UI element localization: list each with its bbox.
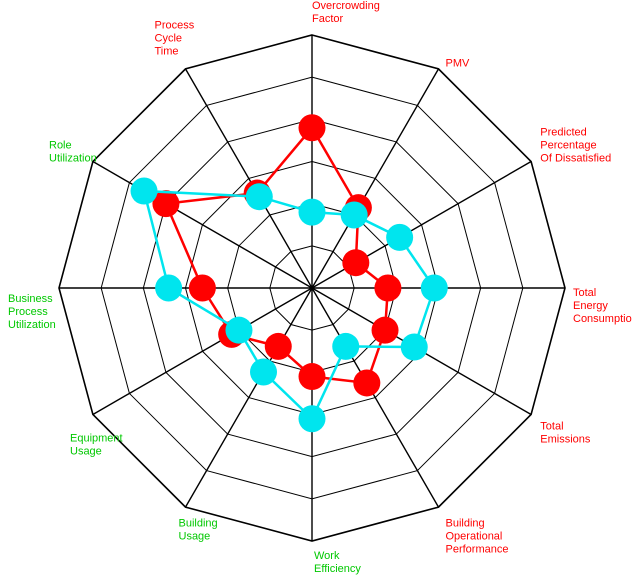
axis-label-line: Operational xyxy=(446,530,503,542)
axis-label-line: Utilization xyxy=(8,319,56,331)
axis-label: Building Usage xyxy=(179,517,218,542)
data-point xyxy=(130,177,158,205)
data-point xyxy=(371,316,399,344)
axis-label-line: Work xyxy=(314,550,340,562)
axis-spoke xyxy=(184,68,313,289)
grid-layer xyxy=(58,34,566,542)
axis-label-line: Role xyxy=(49,140,72,152)
axis-label-line: Total xyxy=(540,421,563,433)
axis-label-line: Performance xyxy=(446,543,509,555)
axis-label: Building Operational Performance xyxy=(446,517,509,555)
series-cyan xyxy=(130,177,448,433)
axis-label: Business Process Utilization xyxy=(8,293,56,331)
axis-label: PMV xyxy=(446,58,471,70)
data-point xyxy=(353,369,381,397)
axis-label-line: Building xyxy=(446,517,485,529)
series-layer xyxy=(130,114,448,433)
data-point xyxy=(264,332,292,360)
axis-label-line: Usage xyxy=(70,446,102,458)
axis-label-line: Percentage xyxy=(540,140,596,152)
axis-label-line: Consumption xyxy=(573,313,632,325)
data-point xyxy=(342,249,370,277)
data-point xyxy=(298,198,326,226)
data-point xyxy=(374,274,402,302)
axis-label-line: Time xyxy=(155,46,179,58)
series-line xyxy=(142,189,436,421)
data-point xyxy=(400,333,428,361)
data-point xyxy=(298,405,326,433)
data-point xyxy=(225,316,253,344)
axis-label-line: Energy xyxy=(573,300,608,312)
axis-label-line: Of Dissatisfied xyxy=(540,153,611,165)
data-point xyxy=(155,274,183,302)
axis-label-line: PMV xyxy=(446,58,471,70)
data-point xyxy=(386,223,414,251)
axis-label-line: Utilization xyxy=(49,153,97,165)
data-point xyxy=(420,274,448,302)
data-point xyxy=(245,183,273,211)
axis-label-line: Process xyxy=(155,20,195,32)
axis-label: Role Utilization xyxy=(49,140,97,165)
axis-spoke xyxy=(184,287,313,508)
axis-label-line: Building xyxy=(179,517,218,529)
axis-label-line: Efficiency xyxy=(314,563,361,575)
data-point xyxy=(298,363,326,391)
data-point xyxy=(340,201,368,229)
axis-label: Work Efficiency xyxy=(314,550,361,575)
axis-label-line: Usage xyxy=(179,530,211,542)
axis-label-line: Overcrowding xyxy=(312,0,380,12)
axis-label: Overcrowding Factor xyxy=(312,0,380,25)
axis-spoke xyxy=(92,160,313,289)
data-point xyxy=(250,358,278,386)
axis-label: Total Energy Consumption xyxy=(573,287,632,325)
axis-label-line: Process xyxy=(8,306,48,318)
axis-label: Equipment Usage xyxy=(70,433,123,458)
axis-label-line: Factor xyxy=(312,13,344,25)
axis-label-line: Cycle xyxy=(155,33,183,45)
axis-spoke xyxy=(311,68,440,289)
series-red xyxy=(152,114,402,397)
axis-label-layer: Overcrowding Factor PMV Predicted Percentage… xyxy=(8,0,632,575)
data-point xyxy=(332,332,360,360)
axis-label: Total Emissions xyxy=(540,421,591,446)
data-point xyxy=(152,190,180,218)
axis-spoke xyxy=(92,287,313,416)
axis-label-line: Business xyxy=(8,293,53,305)
axis-label: Predicted Percentage Of Dissatisfied xyxy=(540,127,611,165)
axis-spoke xyxy=(311,287,440,508)
data-point xyxy=(298,114,326,142)
axis-label-line: Equipment xyxy=(70,433,123,445)
axis-label-line: Total xyxy=(573,287,596,299)
axis-label-line: Emissions xyxy=(540,434,591,446)
axis-label-line: Predicted xyxy=(540,127,586,139)
axis-label: Process Cycle Time xyxy=(155,20,195,58)
data-point xyxy=(188,274,216,302)
